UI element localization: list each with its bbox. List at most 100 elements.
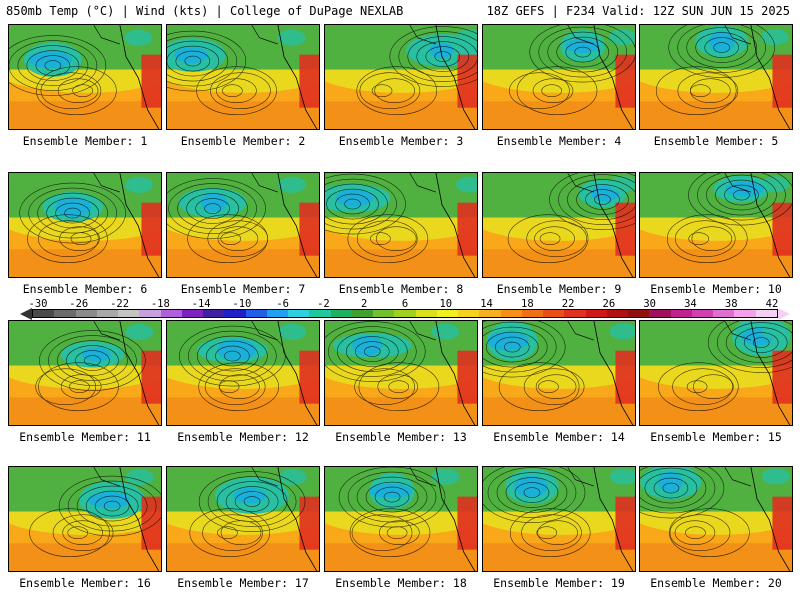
colorbar-tick-label: 2 <box>361 298 368 310</box>
colorbar-swatch <box>564 310 586 317</box>
member-map <box>482 24 636 130</box>
member-map <box>482 172 636 278</box>
colorbar-swatch <box>521 310 543 317</box>
member-label: Ensemble Member: 4 <box>496 134 622 148</box>
ensemble-member-panel: Ensemble Member: 1 <box>8 24 162 148</box>
colorbar-low-arrow <box>20 308 32 320</box>
ensemble-member-panel: Ensemble Member: 16 <box>8 466 162 590</box>
colorbar-tick-label: 18 <box>521 298 534 310</box>
colorbar-swatch <box>628 310 650 317</box>
temperature-colorbar: -30 -26 -22 -18 -14 -10 -6 -2 2 6 10 14 18 22 26 30 34 38… <box>12 298 790 322</box>
member-label: Ensemble Member: 9 <box>496 282 622 296</box>
member-label: Ensemble Member: 3 <box>338 134 464 148</box>
colorbar-swatch <box>309 310 331 317</box>
member-label: Ensemble Member: 11 <box>19 430 151 444</box>
member-map <box>324 24 478 130</box>
colorbar-swatch <box>394 310 416 317</box>
colorbar-tick-label: -14 <box>191 298 211 310</box>
map-title: 850mb Temp (°C) | Wind (kts) | College o… <box>6 4 404 18</box>
colorbar-tick-label: -6 <box>276 298 289 310</box>
colorbar-swatches <box>32 309 778 318</box>
member-map <box>166 172 320 278</box>
colorbar-high-arrow <box>778 308 790 320</box>
colorbar-swatch <box>670 310 692 317</box>
member-label: Ensemble Member: 16 <box>19 576 151 590</box>
colorbar-swatch <box>713 310 735 317</box>
colorbar-tick-label: -2 <box>317 298 330 310</box>
colorbar-tick-label: 14 <box>480 298 493 310</box>
colorbar-swatch <box>54 310 76 317</box>
colorbar-tick-label: 38 <box>724 298 738 310</box>
member-map <box>482 320 636 426</box>
member-map <box>8 466 162 572</box>
colorbar-tick-label: -10 <box>232 298 252 310</box>
colorbar-swatch <box>373 310 395 317</box>
colorbar-tick-label: 42 <box>765 298 779 310</box>
colorbar-swatch <box>266 310 288 317</box>
member-map <box>166 466 320 572</box>
member-label: Ensemble Member: 18 <box>335 576 467 590</box>
ensemble-member-panel: Ensemble Member: 11 <box>8 320 162 444</box>
ensemble-member-panel: Ensemble Member: 19 <box>482 466 636 590</box>
member-label: Ensemble Member: 14 <box>493 430 625 444</box>
ensemble-member-panel: Ensemble Member: 18 <box>324 466 478 590</box>
member-label: Ensemble Member: 19 <box>493 576 625 590</box>
member-label: Ensemble Member: 6 <box>22 282 148 296</box>
ensemble-member-panel: Ensemble Member: 7 <box>166 172 320 296</box>
member-map <box>324 466 478 572</box>
member-label: Ensemble Member: 13 <box>335 430 467 444</box>
member-label: Ensemble Member: 1 <box>22 134 148 148</box>
ensemble-member-panel: Ensemble Member: 15 <box>639 320 793 444</box>
colorbar-tick-label: 22 <box>561 298 575 310</box>
colorbar-tick-label: 34 <box>684 298 697 310</box>
colorbar-swatch <box>734 310 756 317</box>
member-map <box>639 172 793 278</box>
colorbar-swatch <box>75 310 97 317</box>
colorbar-swatch <box>500 310 522 317</box>
ensemble-member-panel: Ensemble Member: 6 <box>8 172 162 296</box>
ensemble-member-panel: Ensemble Member: 14 <box>482 320 636 444</box>
colorbar-swatch <box>458 310 480 317</box>
ensemble-member-panel: Ensemble Member: 4 <box>482 24 636 148</box>
member-map <box>324 172 478 278</box>
colorbar-tick-label: 26 <box>602 298 616 310</box>
ensemble-member-panel: Ensemble Member: 5 <box>639 24 793 148</box>
member-map <box>324 320 478 426</box>
colorbar-swatch <box>755 310 777 317</box>
colorbar-swatch <box>203 310 225 317</box>
colorbar-tick-label: 6 <box>401 298 409 310</box>
ensemble-member-panel: Ensemble Member: 2 <box>166 24 320 148</box>
colorbar-swatch <box>351 310 373 317</box>
colorbar-swatch <box>415 310 437 317</box>
colorbar-swatch <box>245 310 267 317</box>
colorbar-swatch <box>691 310 713 317</box>
member-label: Ensemble Member: 17 <box>177 576 309 590</box>
member-map <box>8 172 162 278</box>
member-label: Ensemble Member: 10 <box>650 282 782 296</box>
member-map <box>482 466 636 572</box>
ensemble-member-panel: Ensemble Member: 9 <box>482 172 636 296</box>
colorbar-tick-label: 30 <box>643 298 656 310</box>
colorbar-swatch <box>33 310 55 317</box>
colorbar-swatch <box>96 310 118 317</box>
colorbar-swatch <box>288 310 310 317</box>
member-map <box>639 24 793 130</box>
ensemble-member-panel: Ensemble Member: 20 <box>639 466 793 590</box>
ensemble-member-panel: Ensemble Member: 3 <box>324 24 478 148</box>
colorbar-tick-label: -18 <box>150 298 170 310</box>
member-map <box>166 320 320 426</box>
colorbar-swatch <box>436 310 458 317</box>
member-map <box>8 320 162 426</box>
colorbar-swatch <box>479 310 501 317</box>
colorbar-swatch <box>649 310 671 317</box>
colorbar-swatch <box>118 310 140 317</box>
member-label: Ensemble Member: 15 <box>650 430 782 444</box>
colorbar-swatch <box>606 310 628 317</box>
colorbar-tick-label: -30 <box>28 298 48 310</box>
member-label: Ensemble Member: 8 <box>338 282 464 296</box>
member-map <box>639 320 793 426</box>
member-label: Ensemble Member: 12 <box>177 430 309 444</box>
member-map <box>166 24 320 130</box>
colorbar-swatch <box>585 310 607 317</box>
colorbar-swatch <box>543 310 565 317</box>
